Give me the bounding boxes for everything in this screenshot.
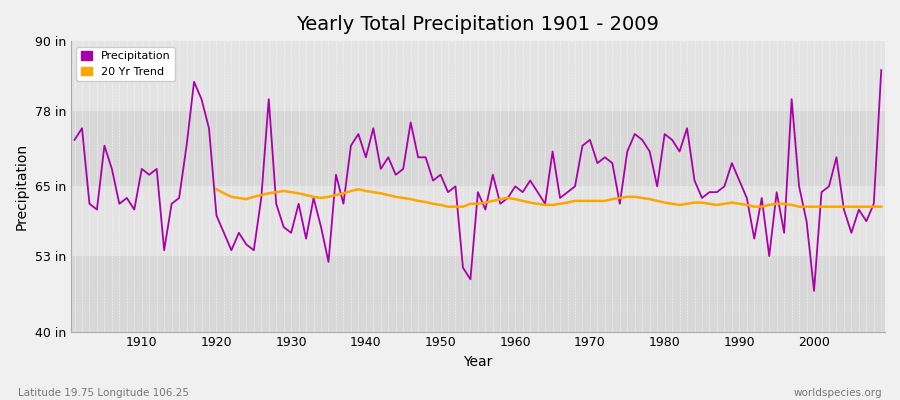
20 Yr Trend [443, 204, 454, 209]
Bar [71, 41, 885, 111]
Legend: Precipitation, 20 Yr Trend: Precipitation, 20 Yr Trend [76, 47, 175, 81]
Precipitation [808, 288, 819, 293]
Precipitation [338, 201, 349, 206]
20 Yr Trend [771, 201, 782, 206]
Title: Yearly Total Precipitation 1901 - 2009: Yearly Total Precipitation 1901 - 2009 [296, 15, 660, 34]
Precipitation [509, 184, 520, 189]
Line: 20 Yr Trend: 20 Yr Trend [217, 189, 881, 207]
Precipitation [69, 138, 80, 142]
Bar [71, 186, 885, 256]
20 Yr Trend [413, 198, 424, 203]
20 Yr Trend [301, 193, 311, 198]
Precipitation [599, 155, 610, 160]
Bar [71, 256, 885, 332]
20 Yr Trend [212, 187, 222, 192]
X-axis label: Year: Year [464, 355, 492, 369]
Precipitation [876, 68, 886, 72]
20 Yr Trend [876, 204, 886, 209]
Bar [71, 111, 885, 186]
Precipitation [293, 201, 304, 206]
Text: Latitude 19.75 Longitude 106.25: Latitude 19.75 Longitude 106.25 [18, 388, 189, 398]
Precipitation [129, 207, 140, 212]
Y-axis label: Precipitation: Precipitation [15, 143, 29, 230]
Text: worldspecies.org: worldspecies.org [794, 388, 882, 398]
20 Yr Trend [787, 202, 797, 207]
20 Yr Trend [853, 204, 864, 209]
Precipitation [502, 196, 513, 200]
20 Yr Trend [681, 201, 692, 206]
Line: Precipitation: Precipitation [75, 70, 881, 291]
